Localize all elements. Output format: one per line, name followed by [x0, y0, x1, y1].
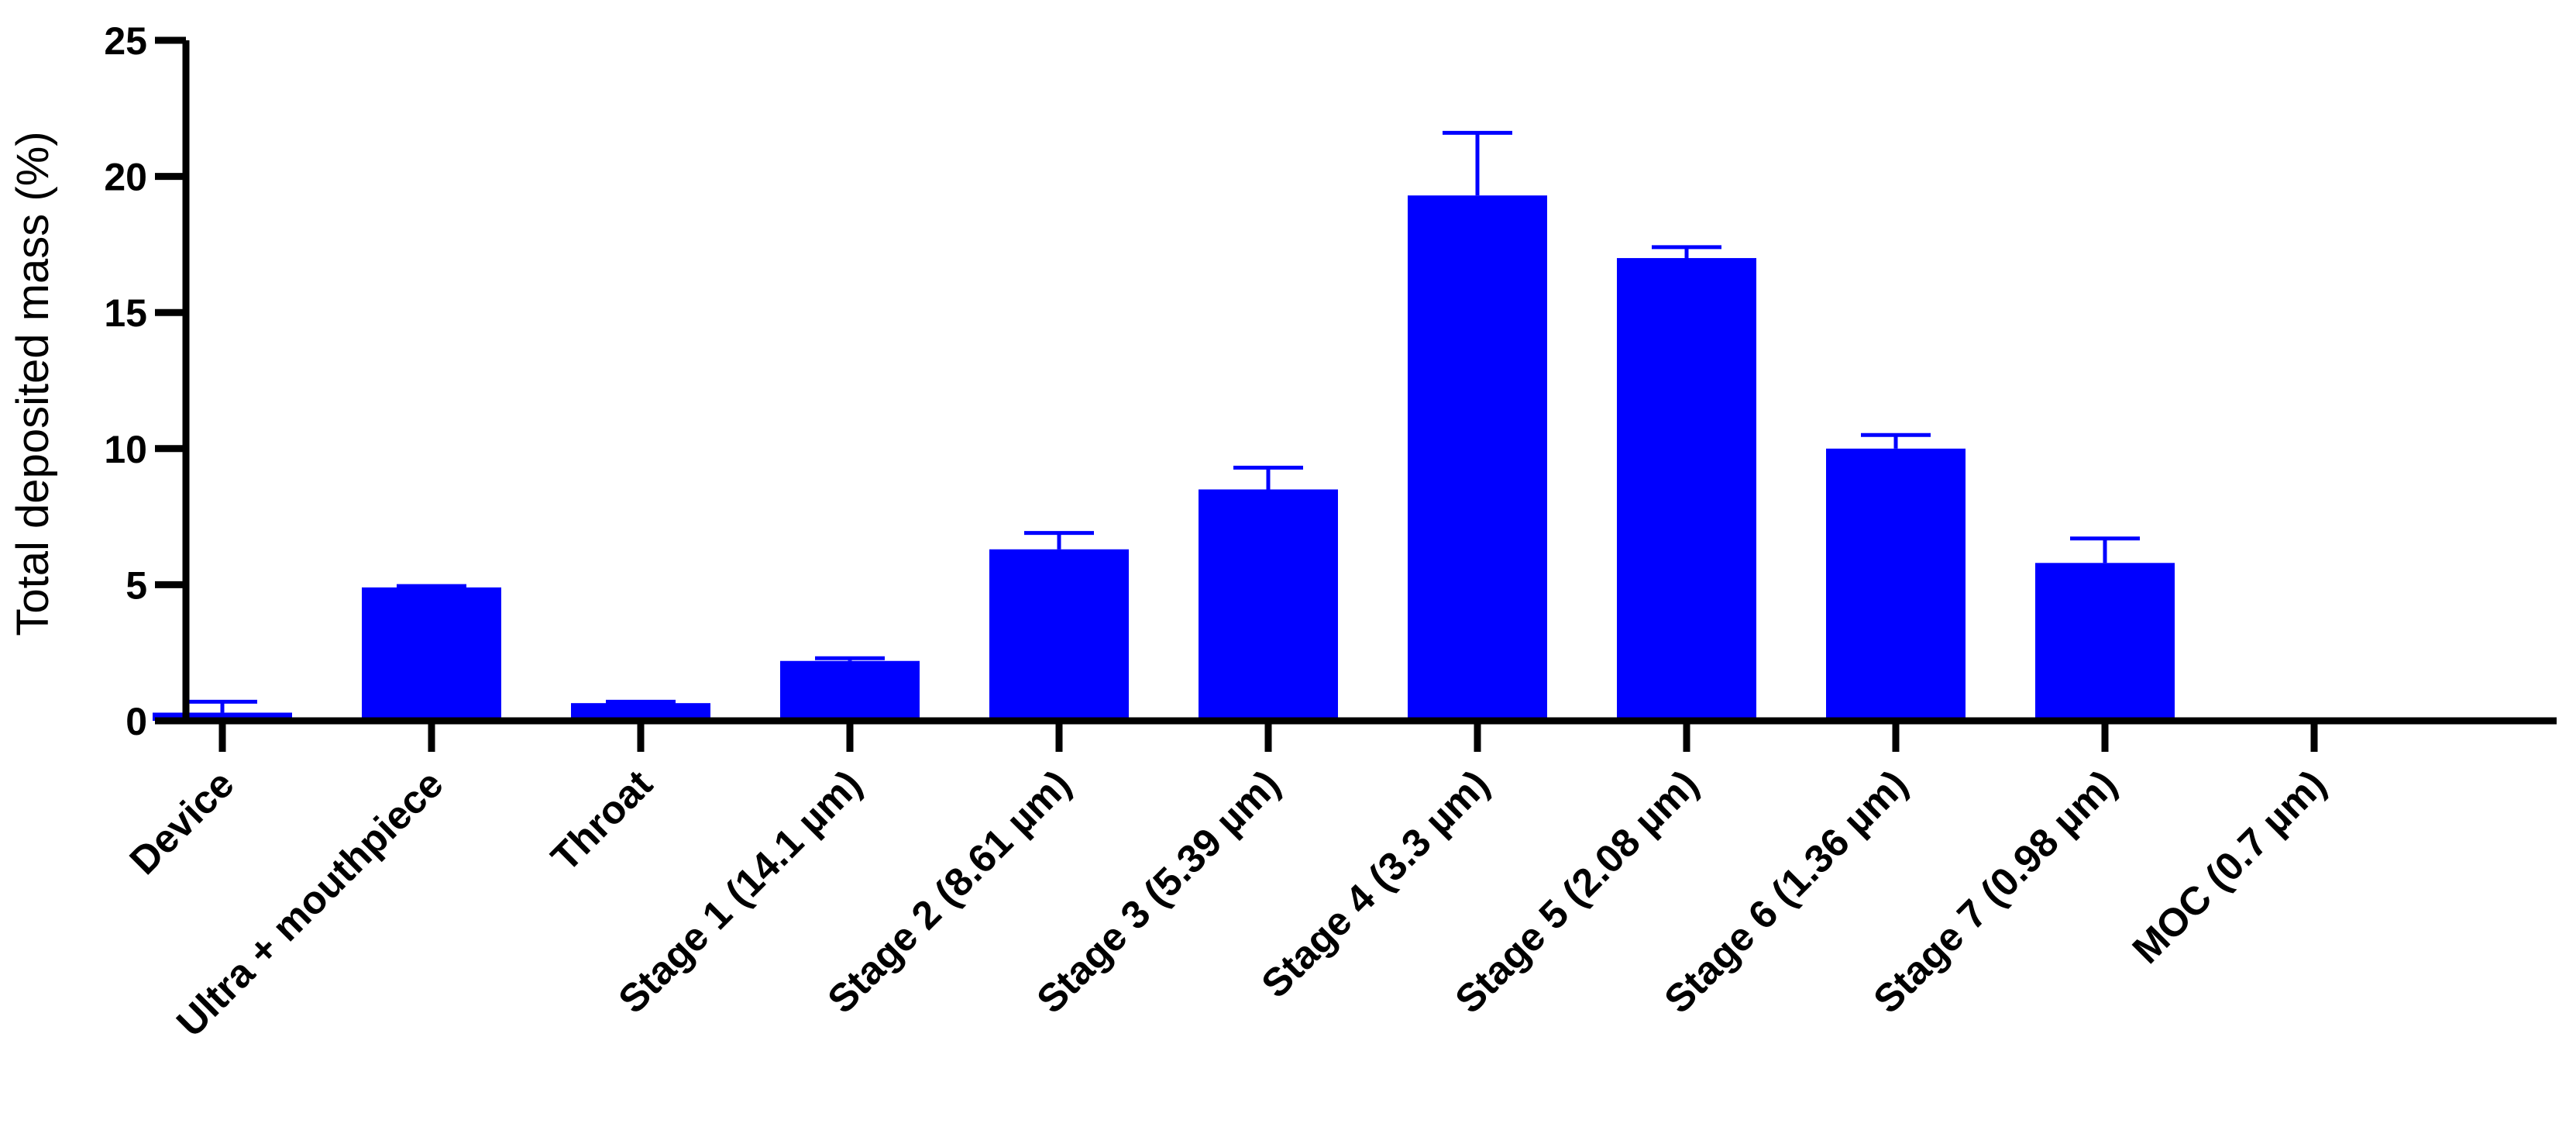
bar-3 [780, 660, 920, 721]
y-tick-label-1: 5 [126, 563, 147, 607]
bar-7 [1617, 257, 1756, 722]
y-tick-label-4: 20 [104, 156, 147, 199]
y-axis-label: Total deposited mass (%) [8, 131, 58, 636]
x-tick-label-6: Stage 4 (3.3 µm) [1253, 761, 1498, 1006]
x-tick-label-10: MOC (0.7 µm) [2124, 761, 2334, 971]
y-tick-label-0: 0 [126, 700, 147, 743]
y-tick-label-3: 15 [104, 291, 147, 335]
y-tick-label-5: 25 [104, 19, 147, 63]
bar-4 [989, 549, 1129, 721]
x-tick-label-2: Throat [542, 761, 661, 880]
y-tick-label-2: 10 [104, 428, 147, 471]
x-tick-label-0: Device [121, 761, 242, 883]
bar-6 [1408, 195, 1547, 721]
bar-9 [2035, 563, 2175, 721]
bar-8 [1826, 448, 1966, 721]
bar-0 [153, 712, 292, 721]
bar-1 [362, 587, 501, 721]
bar-5 [1199, 489, 1338, 721]
bar-2 [571, 703, 710, 721]
